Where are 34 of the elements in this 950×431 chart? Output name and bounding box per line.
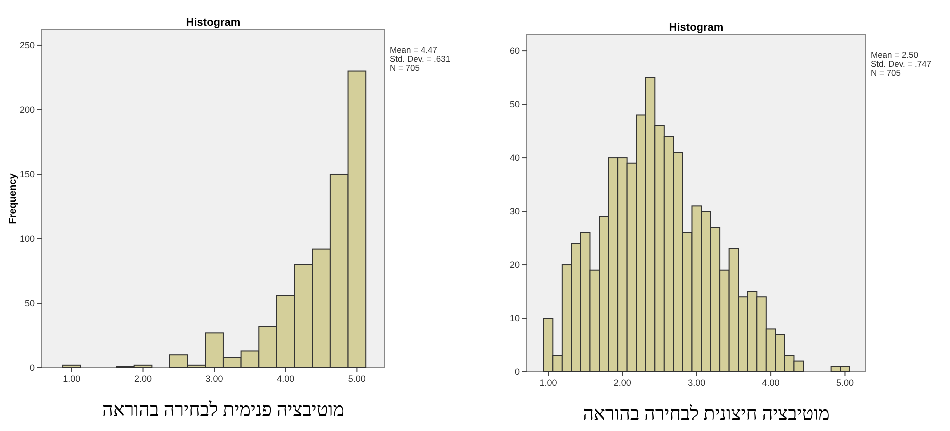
x-tick-label: 2.00 [614, 378, 632, 388]
y-tick-label: 50 [24, 298, 35, 308]
y-tick-label: 150 [20, 169, 35, 180]
chart-title: Histogram [186, 17, 241, 29]
text: Mean = 2.50 [871, 50, 919, 60]
text: N = 705 [390, 63, 420, 73]
x-axis-title: מוטיבציה חיצונית לבחירה בהוראה [583, 404, 830, 425]
x-tick-label: 4.00 [277, 374, 295, 384]
x-tick-label: 1.00 [63, 374, 81, 384]
chart-title: Histogram [669, 22, 724, 34]
y-tick-label: 30 [510, 206, 520, 217]
y-axis-title: Frequency [8, 173, 19, 224]
y-tick-label: 250 [20, 40, 35, 50]
y-tick-label: 40 [510, 153, 520, 164]
y-tick-label: 20 [510, 260, 520, 270]
y-tick-label: 100 [20, 234, 35, 244]
y-tick-label: 50 [510, 100, 520, 110]
y-tick-label: 0 [514, 367, 520, 377]
text: N = 705 [871, 68, 902, 78]
x-tick-label: 4.00 [762, 378, 780, 388]
y-tick-label: 60 [510, 46, 520, 56]
x-tick-label: 5.00 [348, 374, 366, 384]
y-tick-label: 200 [20, 104, 35, 115]
text: Mean = 4.47 [390, 45, 438, 55]
x-tick-label: 3.00 [206, 374, 224, 384]
text: Std. Dev. = .631 [390, 54, 451, 64]
y-tick-label: 0 [30, 363, 35, 373]
y-tick-label: 10 [510, 314, 520, 324]
x-tick-label: 5.00 [836, 378, 854, 388]
x-axis-title: מוטיבציה פנימית לבחירה בהוראה [102, 400, 344, 421]
x-tick-label: 3.00 [688, 378, 706, 388]
text: Std. Dev. = .747 [871, 59, 932, 69]
x-tick-label: 2.00 [134, 374, 152, 384]
x-tick-label: 1.00 [540, 378, 558, 388]
